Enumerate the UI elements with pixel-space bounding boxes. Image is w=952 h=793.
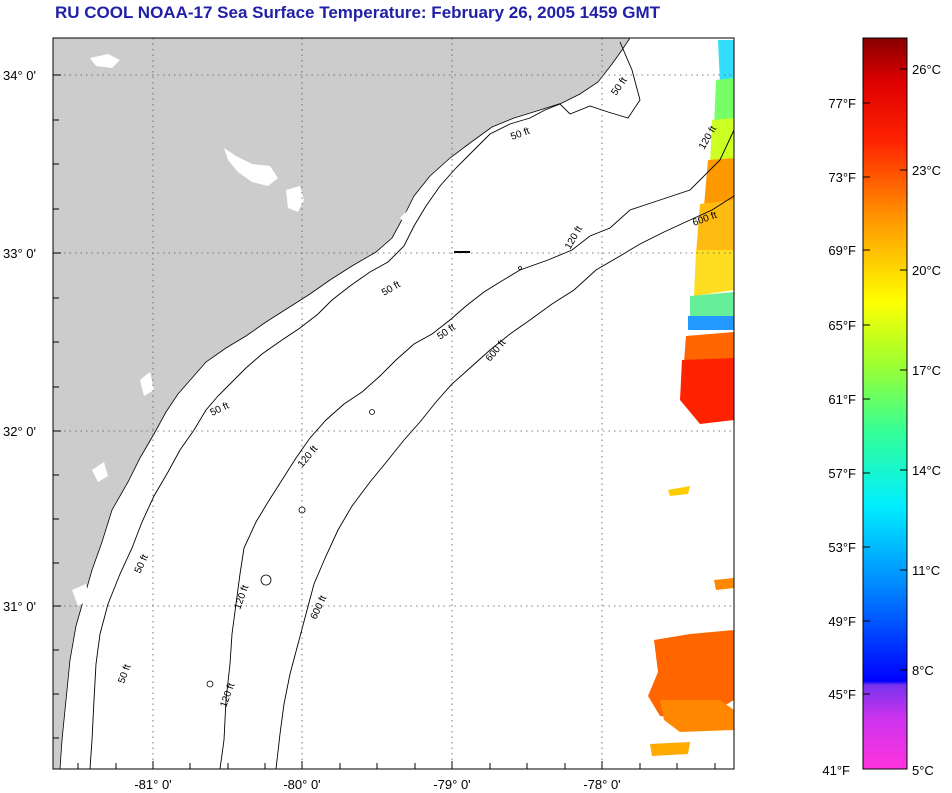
celsius-label: 20°C: [912, 263, 941, 278]
celsius-label: 17°C: [912, 363, 941, 378]
celsius-label: 11°C: [912, 563, 940, 578]
fahrenheit-label: 77°F: [828, 96, 856, 111]
temperature-colorbar: [862, 37, 908, 770]
lake-patch: [286, 186, 304, 212]
fahrenheit-label: 57°F: [828, 466, 856, 481]
lake-patch: [224, 148, 278, 186]
longitude-label: -79° 0': [433, 777, 470, 792]
lake-patch: [400, 206, 418, 226]
map-title: RU COOL NOAA-17 Sea Surface Temperature:…: [55, 3, 660, 22]
fahrenheit-label: 41°F: [822, 763, 850, 778]
contour-50ft: [89, 41, 641, 769]
fahrenheit-label: 65°F: [828, 318, 856, 333]
longitude-label: -81° 0': [134, 777, 171, 792]
longitude-label: -80° 0': [283, 777, 320, 792]
latitude-label: 33° 0': [3, 246, 36, 261]
map-frame: [52, 37, 735, 770]
latitude-label: 31° 0': [3, 599, 36, 614]
shoal-mark: [206, 680, 214, 688]
contour-120ft: [219, 129, 734, 769]
fahrenheit-label: 69°F: [828, 243, 856, 258]
shoal-mark: [369, 409, 375, 415]
latitude-label: 34° 0': [3, 68, 36, 83]
latitude-label: 32° 0': [3, 424, 36, 439]
axis-ticks: [53, 74, 716, 769]
contour-600ft: [275, 195, 734, 769]
fahrenheit-label: 61°F: [828, 392, 856, 407]
shoal-mark: [260, 574, 272, 586]
fahrenheit-label: 45°F: [828, 687, 856, 702]
fahrenheit-label: 73°F: [828, 170, 856, 185]
lake-patch: [140, 372, 154, 396]
grid-lines: [53, 38, 734, 769]
colorbar-ticks: [863, 68, 907, 695]
celsius-label: 23°C: [912, 163, 941, 178]
celsius-label: 14°C: [912, 463, 941, 478]
celsius-label: 26°C: [912, 62, 941, 77]
sst-data: [648, 40, 734, 756]
lake-patch: [90, 54, 120, 68]
fahrenheit-label: 53°F: [828, 540, 856, 555]
lake-patch: [92, 462, 108, 482]
fahrenheit-label: 49°F: [828, 614, 856, 629]
longitude-label: -78° 0': [583, 777, 620, 792]
celsius-label: 8°C: [912, 663, 934, 678]
shoal-mark: [518, 266, 522, 270]
celsius-label: 5°C: [912, 763, 934, 778]
lake-patch: [72, 584, 90, 606]
